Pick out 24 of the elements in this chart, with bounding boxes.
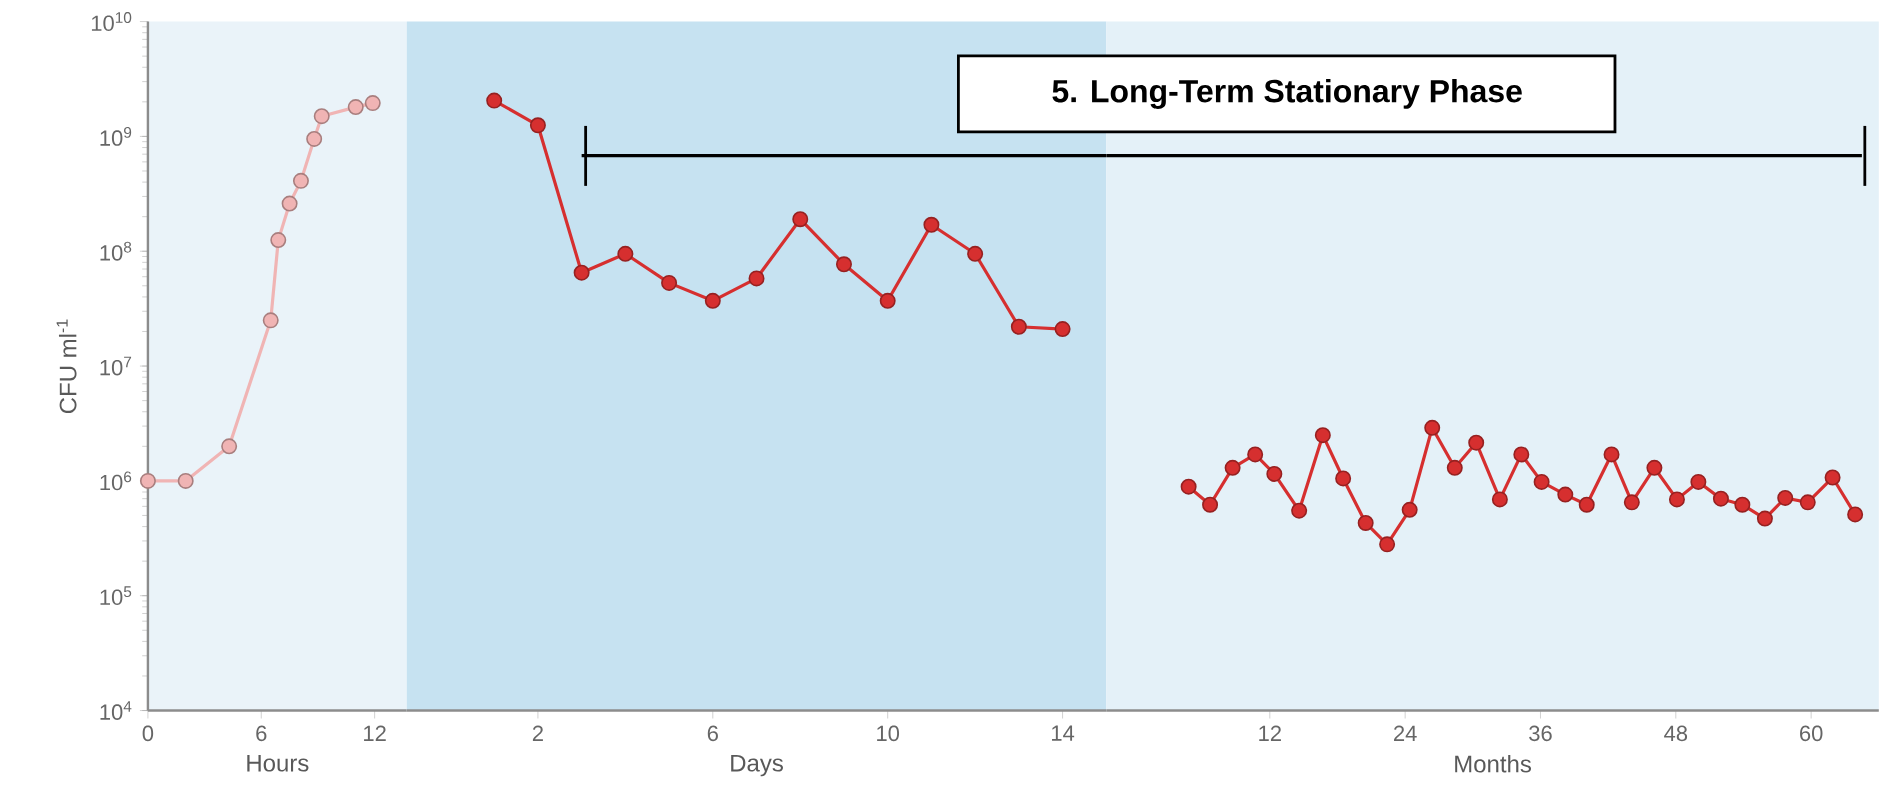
x-tick-label: 48 (1664, 725, 1688, 741)
x-tick-label: 12 (1259, 725, 1281, 741)
y-tick-label: 10$^{7}$ (100, 356, 132, 376)
annotation: 5. Long-Term Stationary Phase (1052, 78, 1522, 109)
x-tick-label: 6 (256, 725, 267, 741)
x-tick-label: 14 (1052, 725, 1075, 741)
y-tick-label: 10$^{5}$ (100, 586, 132, 605)
y-tick-label: 10$^{9}$ (100, 126, 132, 146)
y-tick-label: 10$^{10}$ (91, 11, 132, 31)
x-axis-title: Days (731, 754, 783, 777)
x-tick-label: 12 (364, 725, 386, 741)
x-tick-label: 24 (1394, 725, 1417, 741)
x-tick-label: 10 (877, 725, 900, 741)
x-tick-label: 60 (1800, 725, 1823, 741)
x-tick-label: 2 (532, 725, 543, 741)
x-axis-title: Months (1455, 754, 1532, 773)
y-tick-label: 10$^{8}$ (100, 241, 132, 261)
y-tick-label: 10$^{6}$ (100, 471, 132, 491)
x-tick-label: 6 (707, 725, 718, 741)
x-tick-label: 0 (142, 725, 154, 741)
x-tick-label: 36 (1529, 725, 1552, 741)
y-axis-title: CFU ml$^{-1}$ (56, 319, 77, 413)
y-tick-label: 10$^{4}$ (100, 700, 132, 720)
x-axis-title: Hours (247, 754, 309, 772)
